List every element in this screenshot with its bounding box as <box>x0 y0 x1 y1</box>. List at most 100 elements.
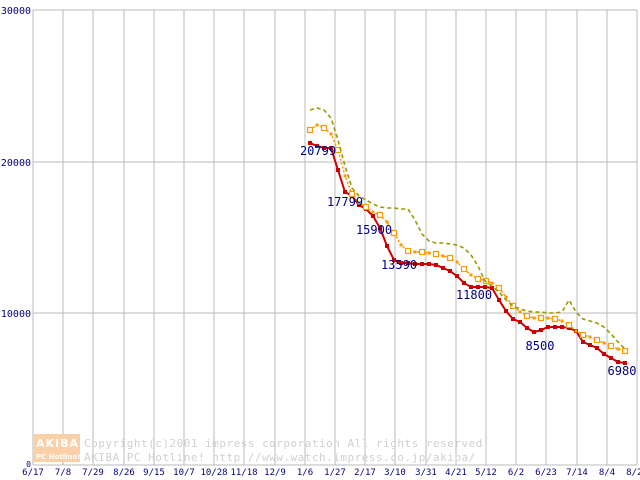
data-point-marker <box>532 316 536 320</box>
data-point-marker <box>441 254 445 258</box>
data-point-marker <box>336 168 340 172</box>
x-axis-tick-label: 12/9 <box>264 468 286 478</box>
y-axis-labels: 0 10000 20000 30000 <box>1 6 31 469</box>
x-axis-tick-label: 1/6 <box>297 468 313 478</box>
data-value-label: 20799 <box>300 144 336 158</box>
data-point-marker <box>392 258 396 262</box>
data-point-marker <box>448 269 452 273</box>
data-point-marker <box>553 325 557 329</box>
data-point-marker <box>385 220 389 224</box>
x-axis-tick-label: 8/26 <box>113 468 135 478</box>
data-value-label: 15900 <box>356 223 392 237</box>
data-point-marker <box>406 261 410 265</box>
akiba-logo-box <box>33 434 80 462</box>
y-axis-tick-label: 20000 <box>1 158 31 169</box>
data-point-marker <box>607 342 615 350</box>
data-point-marker <box>609 356 613 360</box>
watermark: AKIBA PC Hotline! Copyright(c)2001 impre… <box>33 434 490 464</box>
data-point-marker <box>378 226 382 230</box>
x-axis-labels: 6/17 7/8 7/29 8/26 9/15 10/7 10/28 11/18 12/9 1/6… <box>22 468 640 478</box>
data-point-marker <box>579 331 587 339</box>
data-point-marker <box>616 347 620 351</box>
data-point-marker <box>504 309 508 313</box>
data-point-marker <box>560 319 564 323</box>
data-point-marker <box>551 315 559 323</box>
data-point-marker <box>329 132 333 136</box>
data-point-marker <box>537 314 545 322</box>
data-point-marker <box>432 250 440 258</box>
data-point-marker <box>525 326 529 330</box>
data-point-marker <box>509 302 517 310</box>
data-point-marker <box>546 316 550 320</box>
data-point-marker <box>371 214 375 218</box>
data-point-marker <box>469 273 473 277</box>
data-point-marker <box>593 336 601 344</box>
data-value-label: 11800 <box>456 288 492 302</box>
data-point-marker <box>455 260 459 264</box>
data-point-marker <box>460 265 468 273</box>
data-point-marker <box>434 263 438 267</box>
x-axis-tick-label: 2/17 <box>354 468 376 478</box>
data-point-marker <box>371 210 375 214</box>
data-point-marker <box>315 123 319 127</box>
data-point-marker <box>413 262 417 266</box>
data-value-label: 13590 <box>381 258 417 272</box>
y-axis-tick-label: 30000 <box>1 6 31 17</box>
data-point-marker <box>427 262 431 266</box>
data-point-labels: 20799 17799 15900 13590 11800 8500 6980 <box>300 144 637 378</box>
data-point-marker <box>413 250 417 254</box>
data-point-marker <box>523 312 531 320</box>
data-point-marker <box>399 261 403 265</box>
data-point-marker <box>490 281 494 285</box>
data-point-marker <box>565 321 573 329</box>
data-point-marker <box>357 203 361 207</box>
data-point-marker <box>441 266 445 270</box>
data-point-marker <box>495 284 503 292</box>
copyright-line: Copyright(c)2001 impress corporation All… <box>84 437 490 450</box>
data-point-marker <box>322 146 326 150</box>
x-axis-tick-label: 10/7 <box>173 468 195 478</box>
data-point-marker <box>490 286 494 290</box>
data-point-marker <box>446 254 454 262</box>
data-value-label: 8500 <box>526 339 555 353</box>
akiba-logo-text: AKIBA <box>36 437 79 450</box>
data-point-marker <box>602 341 606 345</box>
data-point-marker <box>474 275 482 283</box>
data-point-marker <box>539 328 543 332</box>
y-axis-tick-label: 10000 <box>1 309 31 320</box>
data-point-marker <box>306 126 314 134</box>
source-url-line: AKIBA PC Hotline! http://www.watch.impre… <box>84 451 476 464</box>
data-point-marker <box>621 347 629 355</box>
data-point-marker <box>348 190 356 198</box>
data-point-marker <box>404 247 412 255</box>
x-axis-tick-label: 6/2 <box>508 468 524 478</box>
data-point-marker <box>462 281 466 285</box>
x-axis-tick-label: 7/29 <box>82 468 104 478</box>
data-point-marker <box>616 360 620 364</box>
data-point-marker <box>560 325 564 329</box>
x-axis-tick-label: 3/31 <box>415 468 437 478</box>
data-point-marker <box>476 285 480 289</box>
x-axis-tick-label: 9/15 <box>143 468 165 478</box>
data-point-marker <box>546 325 550 329</box>
x-axis-tick-label: 11/18 <box>230 468 257 478</box>
data-point-marker <box>511 317 515 321</box>
data-point-marker <box>483 285 487 289</box>
data-point-marker <box>308 141 312 145</box>
x-axis-tick-label: 3/10 <box>384 468 406 478</box>
x-axis-tick-label: 10/28 <box>200 468 227 478</box>
x-axis-tick-label: 6/17 <box>22 468 44 478</box>
data-point-marker <box>357 201 361 205</box>
data-point-marker <box>588 335 592 339</box>
data-point-marker <box>420 262 424 266</box>
data-point-marker <box>574 329 578 333</box>
data-value-label: 17799 <box>327 195 363 209</box>
data-point-marker <box>362 203 370 211</box>
data-point-marker <box>399 243 403 247</box>
x-axis-tick-label: 7/14 <box>566 468 588 478</box>
data-point-marker <box>518 320 522 324</box>
x-axis-tick-label: 8/25 <box>626 468 640 478</box>
